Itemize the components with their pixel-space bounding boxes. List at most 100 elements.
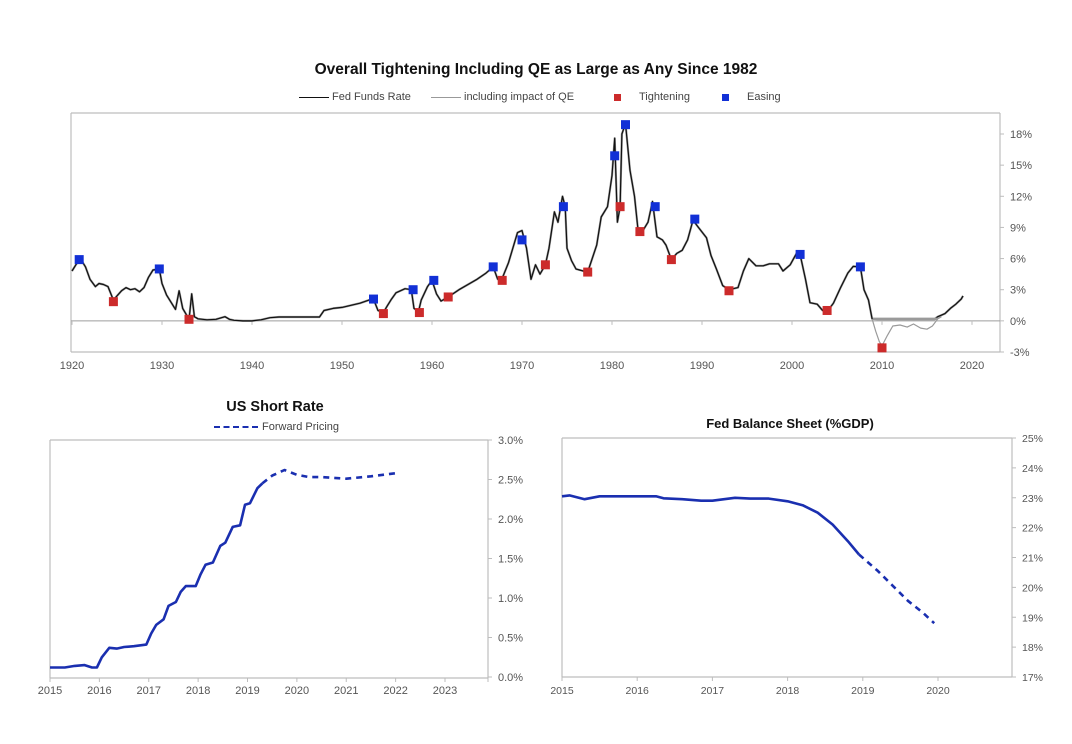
projection-line — [858, 553, 936, 625]
legend-item-qe: including impact of QE — [431, 91, 574, 103]
legend-item-fed-funds: Fed Funds Rate — [299, 91, 411, 103]
tightening-marker — [414, 308, 424, 318]
y-tick-label: 1.0% — [498, 593, 523, 605]
easing-marker — [408, 285, 418, 295]
x-tick-label: 2017 — [137, 685, 161, 697]
x-tick-label: 2020 — [960, 360, 984, 372]
y-tick-label: 3% — [1010, 285, 1026, 297]
y-tick-label: 20% — [1022, 582, 1043, 594]
legend-line-icon — [431, 96, 461, 98]
y-tick-label: 1.5% — [498, 554, 523, 566]
main-chart-legend: Fed Funds Rate including impact of QE Ti… — [0, 91, 1072, 107]
legend-label: Forward Pricing — [262, 421, 340, 433]
tightening-marker — [724, 286, 734, 296]
y-tick-label: 19% — [1022, 612, 1043, 624]
x-tick-label: 1930 — [150, 360, 174, 372]
x-tick-label: 1920 — [60, 360, 84, 372]
easing-marker — [154, 264, 164, 274]
y-tick-label: 6% — [1010, 254, 1026, 266]
y-tick-label: 22% — [1022, 523, 1043, 535]
x-tick-label: 2020 — [285, 685, 309, 697]
y-tick-label: 23% — [1022, 493, 1043, 505]
x-tick-label: 2000 — [780, 360, 804, 372]
legend-square-icon — [722, 93, 729, 101]
easing-marker — [650, 202, 660, 212]
easing-marker — [488, 262, 498, 272]
easing-marker — [855, 262, 865, 272]
y-tick-label: 2.0% — [498, 514, 523, 526]
legend-label: Easing — [747, 91, 781, 103]
x-tick-label: 2017 — [701, 685, 725, 697]
easing-marker — [558, 202, 568, 212]
fed-balance-sheet-line — [561, 494, 860, 556]
x-tick-label: 2023 — [433, 685, 457, 697]
y-tick-label: 2.5% — [498, 475, 523, 487]
y-tick-label: 12% — [1010, 191, 1032, 203]
legend-label: Fed Funds Rate — [332, 91, 411, 103]
tightening-marker — [443, 292, 453, 302]
y-tick-label: 18% — [1010, 129, 1032, 141]
x-tick-label: 2019 — [851, 685, 875, 697]
easing-marker — [369, 294, 378, 304]
x-tick-label: 1970 — [510, 360, 534, 372]
legend-item-tightening: Tightening — [614, 91, 690, 103]
legend-label: Tightening — [639, 91, 690, 103]
qe-adjusted-line — [71, 122, 964, 322]
easing-marker — [621, 120, 630, 130]
easing-marker — [517, 235, 527, 245]
x-tick-label: 1980 — [600, 360, 624, 372]
easing-marker — [610, 151, 620, 161]
fed-balance-sheet-group: 17% 18% 19% 20% 21% 22% 23% 24% 25% 2015 2016 2017 2… — [550, 433, 1043, 697]
y-tick-label: 15% — [1010, 160, 1032, 172]
main-chart-title: Overall Tightening Including QE as Large… — [314, 61, 758, 78]
tightening-marker — [666, 255, 676, 265]
y-tick-label: 9% — [1010, 222, 1026, 234]
y-tick-label: 0.5% — [498, 633, 523, 645]
x-tick-label: 2020 — [926, 685, 950, 697]
tightening-group: -3% 0% 3% 6% 9% 12% 15% 18% 1920 1930 1940 1950 1960… — [60, 112, 1032, 372]
legend-label: including impact of QE — [464, 91, 575, 103]
y-tick-label: 18% — [1022, 642, 1043, 654]
us-short-rate-group: 0.0% 0.5% 1.0% 1.5% 2.0% 2.5% 3.0% 2015 2016 2017… — [38, 435, 524, 697]
short-rate-title: US Short Rate — [226, 399, 324, 415]
x-tick-label: 2016 — [626, 685, 650, 697]
x-tick-label: 2010 — [870, 360, 894, 372]
x-tick-label: 2022 — [383, 685, 407, 697]
y-tick-label: 0.0% — [498, 672, 523, 684]
including-impact-of-qe-line — [871, 316, 942, 347]
tightening-marker — [378, 309, 388, 319]
tightening-marker — [877, 343, 887, 353]
easing-marker — [690, 214, 700, 224]
y-tick-label: 24% — [1022, 463, 1043, 475]
y-tick-label: -3% — [1010, 347, 1030, 359]
x-tick-label: 1990 — [690, 360, 714, 372]
y-tick-label: 0% — [1010, 316, 1026, 328]
easing-marker — [429, 275, 439, 285]
x-tick-label: 2018 — [186, 685, 210, 697]
y-tick-label: 3.0% — [498, 435, 523, 447]
legend-item-easing: Easing — [722, 91, 781, 103]
x-tick-label: 1950 — [330, 360, 354, 372]
legend-dashed-line-icon — [214, 426, 258, 428]
x-tick-label: 2015 — [550, 685, 574, 697]
forward-pricing-line — [261, 468, 396, 485]
x-tick-label: 2016 — [87, 685, 111, 697]
easing-marker — [74, 255, 84, 265]
balance-sheet-title: Fed Balance Sheet (%GDP) — [706, 416, 874, 431]
short-rate-legend: Forward Pricing — [214, 421, 339, 433]
tightening-marker — [822, 305, 832, 315]
tightening-marker — [615, 202, 625, 212]
tightening-marker — [497, 275, 507, 285]
x-tick-label: 1960 — [420, 360, 444, 372]
easing-marker — [795, 249, 805, 259]
y-tick-label: 21% — [1022, 553, 1043, 565]
x-tick-label: 2019 — [235, 685, 259, 697]
legend-square-icon — [614, 93, 621, 101]
tightening-marker — [583, 267, 593, 277]
x-tick-label: 2018 — [776, 685, 800, 697]
legend-line-icon — [299, 96, 329, 98]
y-tick-label: 17% — [1022, 672, 1043, 684]
tightening-marker — [184, 314, 194, 324]
x-tick-label: 2021 — [334, 685, 358, 697]
tightening-marker — [635, 227, 645, 237]
